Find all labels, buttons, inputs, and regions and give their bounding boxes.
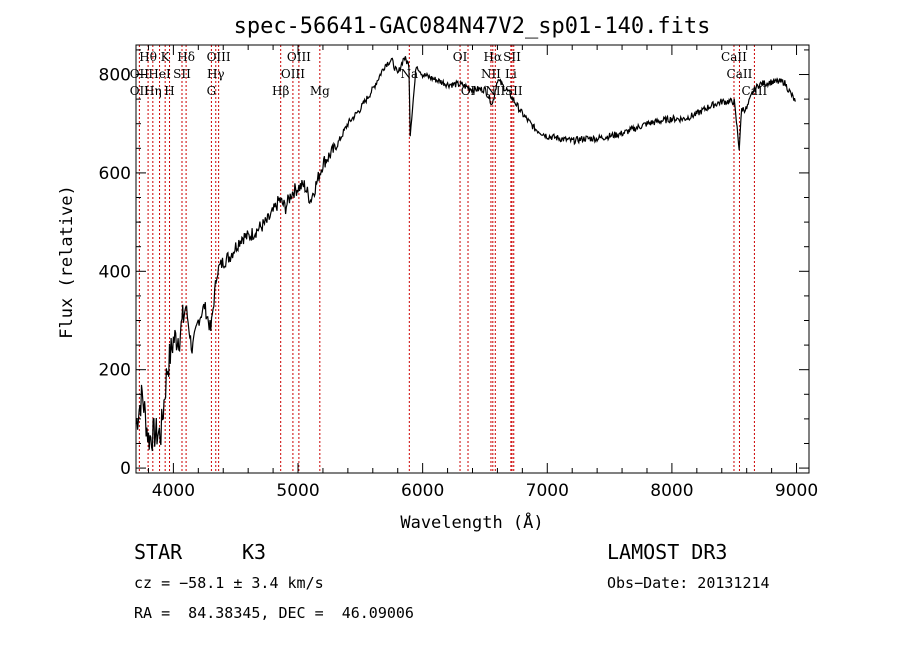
line-label: Na (400, 67, 418, 81)
x-tick-label: 5000 (276, 481, 319, 501)
line-label: OIII (287, 50, 311, 64)
flux-series-line (135, 56, 796, 452)
line-label: OII (130, 84, 150, 98)
line-label: CaII (741, 84, 767, 98)
line-label: H (164, 84, 174, 98)
object-class: STAR (134, 540, 183, 564)
line-label: Hη (144, 84, 162, 98)
object-subclass: K3 (242, 540, 267, 564)
line-label: OII (130, 67, 150, 81)
line-label: SII (503, 50, 521, 64)
line-label: OI (461, 84, 476, 98)
y-tick-label: 800 (99, 66, 131, 86)
y-axis-ticks: 0 200 400 600 800 (99, 49, 809, 479)
line-label: Li (505, 67, 517, 81)
line-label: Hγ (207, 67, 225, 81)
line-label: G (207, 84, 217, 98)
line-label: Hθ (139, 50, 157, 64)
x-axis-ticks: 4000 5000 6000 7000 8000 9000 (147, 45, 818, 501)
line-label: Mg (310, 84, 330, 98)
y-tick-label: 200 (99, 361, 131, 381)
line-label: OIII (207, 50, 231, 64)
redshift-cz: cz = −58.1 ± 3.4 km/s (134, 574, 324, 592)
y-tick-label: 0 (120, 459, 131, 479)
line-label: CaII (721, 50, 747, 64)
x-tick-label: 7000 (526, 481, 569, 501)
line-label: NII (481, 67, 501, 81)
survey-name: LAMOST DR3 (607, 540, 728, 564)
line-label: NII (485, 84, 505, 98)
emission-line-markers (138, 45, 755, 473)
x-tick-label: 4000 (152, 481, 195, 501)
line-label: CaII (727, 67, 753, 81)
chart-title: spec-56641-GAC084N47V2_sp01-140.fits (234, 14, 711, 39)
line-label: K (161, 50, 171, 64)
line-label: Hδ (177, 50, 195, 64)
x-tick-label: 8000 (650, 481, 693, 501)
line-label: OI (453, 50, 468, 64)
line-label: SII (505, 84, 523, 98)
x-tick-label: 9000 (775, 481, 818, 501)
y-tick-label: 400 (99, 262, 131, 282)
line-label: SII (173, 67, 191, 81)
y-tick-label: 600 (99, 164, 131, 184)
y-axis-label: Flux (relative) (57, 185, 77, 339)
line-label: OIII (281, 67, 305, 81)
line-label: Hβ (272, 84, 289, 98)
line-label: Hα (484, 50, 503, 64)
plot-frame (135, 44, 810, 474)
obs-date: Obs−Date: 20131214 (607, 574, 770, 592)
ra-dec: RA = 84.38345, DEC = 46.09006 (134, 604, 414, 622)
x-tick-label: 6000 (401, 481, 444, 501)
line-label: HeI (148, 67, 171, 81)
x-axis-label: Wavelength (Å) (400, 511, 543, 533)
